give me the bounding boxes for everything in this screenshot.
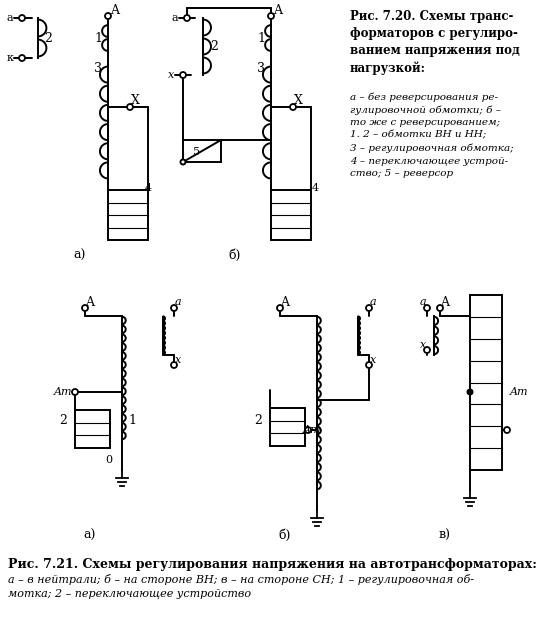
Text: 2: 2: [254, 414, 262, 426]
Text: Aт: Aт: [510, 387, 528, 397]
Text: A: A: [274, 4, 282, 16]
Text: A: A: [110, 4, 119, 16]
Text: 4: 4: [144, 183, 152, 193]
Text: 1: 1: [257, 31, 265, 44]
Text: а – без реверсирования ре-
гулировочной обмотки; б –
то же с реверсированием;
1.: а – без реверсирования ре- гулировочной …: [350, 92, 513, 178]
Text: к: к: [7, 53, 13, 63]
Circle shape: [180, 160, 185, 165]
Text: 3: 3: [257, 62, 265, 74]
Text: 5: 5: [194, 147, 200, 157]
Text: 4: 4: [311, 183, 319, 193]
Text: 2: 2: [210, 39, 218, 52]
Bar: [108, 190, 148, 240]
Text: x: x: [168, 70, 174, 80]
Circle shape: [424, 347, 430, 353]
Circle shape: [105, 13, 111, 19]
Circle shape: [290, 104, 296, 110]
Text: A: A: [441, 296, 450, 308]
Text: 0: 0: [105, 455, 113, 465]
Circle shape: [305, 427, 311, 433]
Text: 2: 2: [44, 31, 52, 44]
Text: x: x: [175, 355, 181, 365]
Circle shape: [268, 13, 274, 19]
Text: 3: 3: [94, 62, 102, 74]
Circle shape: [180, 72, 186, 78]
Text: 1: 1: [94, 31, 102, 44]
Text: 2: 2: [59, 414, 67, 426]
Text: Aт: Aт: [302, 425, 321, 435]
Text: а: а: [175, 297, 181, 307]
Text: а): а): [84, 529, 96, 542]
Text: Рис. 7.20. Схемы транс-
форматоров с регулиро-
ванием напряжения под
нагрузкой:: Рис. 7.20. Схемы транс- форматоров с рег…: [350, 10, 519, 75]
Text: Рис. 7.21. Схемы регулирования напряжения на автотрансформаторах:: Рис. 7.21. Схемы регулирования напряжени…: [8, 558, 537, 571]
Text: в): в): [439, 529, 451, 542]
Circle shape: [82, 305, 88, 311]
Text: x: x: [370, 355, 376, 365]
Circle shape: [467, 389, 473, 396]
Text: Aт: Aт: [54, 387, 72, 397]
Text: а: а: [370, 297, 376, 307]
Text: а): а): [74, 248, 86, 261]
Circle shape: [424, 305, 430, 311]
Text: а: а: [7, 13, 13, 23]
Text: а: а: [420, 297, 426, 307]
Circle shape: [127, 104, 133, 110]
Text: 1: 1: [128, 414, 136, 426]
Text: A: A: [280, 296, 290, 308]
Bar: [183, 140, 221, 162]
Text: x: x: [420, 340, 426, 350]
Text: X: X: [294, 94, 302, 107]
Text: б): б): [229, 248, 241, 261]
Circle shape: [171, 305, 177, 311]
Circle shape: [366, 305, 372, 311]
Bar: [270, 408, 305, 446]
Text: б): б): [279, 529, 291, 542]
Circle shape: [19, 15, 25, 21]
Bar: [271, 190, 311, 240]
Circle shape: [437, 305, 443, 311]
Circle shape: [366, 362, 372, 368]
Circle shape: [19, 55, 25, 61]
Circle shape: [171, 362, 177, 368]
Circle shape: [504, 427, 510, 433]
Text: A: A: [85, 296, 94, 308]
Circle shape: [277, 305, 283, 311]
Text: X: X: [130, 94, 139, 107]
Text: а – в нейтрали; б – на стороне ВН; в – на стороне СН; 1 – регулировочная об-
мот: а – в нейтрали; б – на стороне ВН; в – н…: [8, 574, 474, 599]
Bar: [470, 295, 502, 470]
Bar: [75, 410, 110, 448]
Circle shape: [72, 389, 78, 395]
Text: а: а: [171, 13, 178, 23]
Circle shape: [184, 15, 190, 21]
